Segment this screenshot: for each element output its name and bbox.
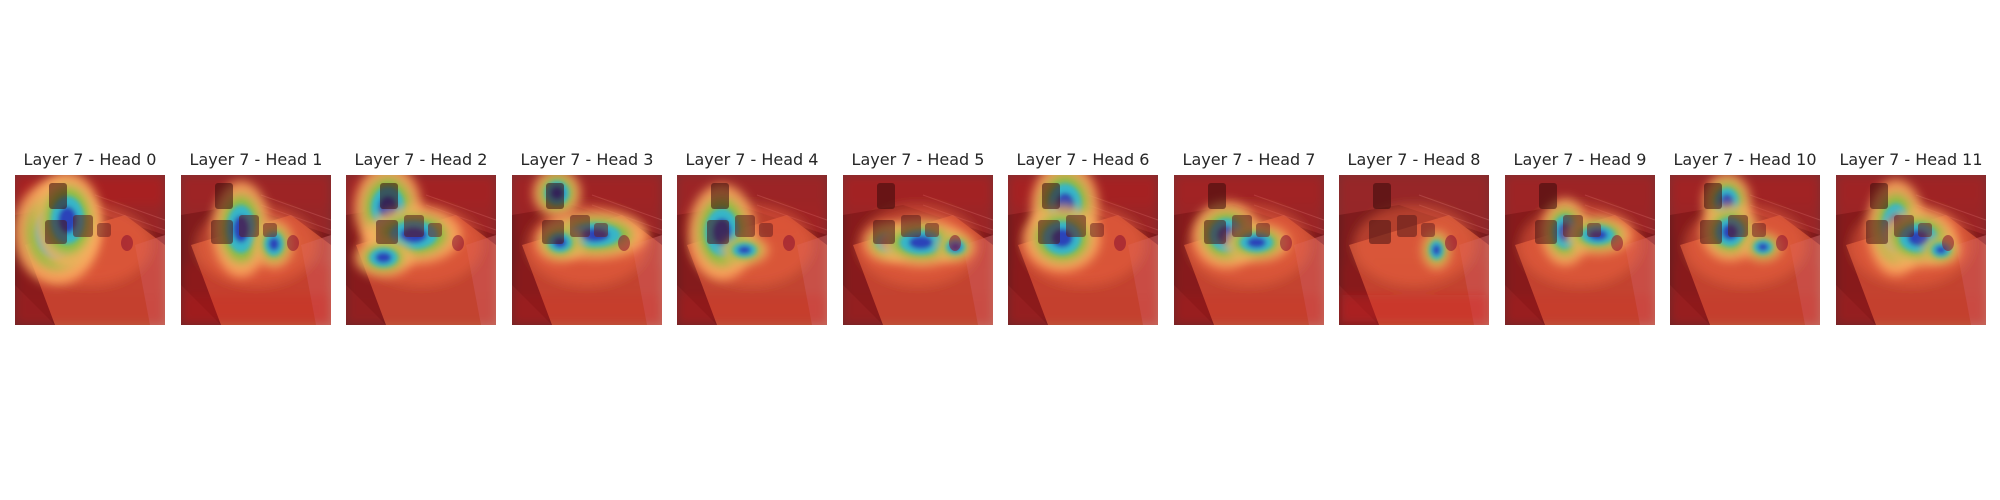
panel-title: Layer 7 - Head 10 (1673, 150, 1817, 169)
panel-title: Layer 7 - Head 4 (685, 150, 819, 169)
scene-objects (1038, 183, 1126, 251)
attention-hotspot (1743, 232, 1783, 262)
attention-hotspot (354, 238, 413, 277)
attention-hotspot (1422, 230, 1451, 270)
attention-heatmap-image (1174, 175, 1324, 325)
attention-heatmap-image (512, 175, 662, 325)
attention-heatmap-image (1836, 175, 1986, 325)
attention-heatmap-image (181, 175, 331, 325)
scene-objects (1866, 183, 1954, 251)
attention-hotspot (1921, 235, 1961, 265)
attention-heatmap-image (843, 175, 993, 325)
scene-objects (1204, 183, 1292, 251)
scene-objects (1700, 183, 1788, 251)
attention-heatmap-image (677, 175, 827, 325)
panel-title: Layer 7 - Head 5 (851, 150, 985, 169)
scene-objects (873, 183, 961, 251)
panel-title: Layer 7 - Head 6 (1016, 150, 1150, 169)
attention-heatmap-image (346, 175, 496, 325)
panel-title: Layer 7 - Head 3 (520, 150, 654, 169)
scene-objects (707, 183, 795, 251)
attention-heatmap-image (1670, 175, 1820, 325)
scene-objects (45, 183, 133, 251)
panel-title: Layer 7 - Head 1 (189, 150, 323, 169)
panel-title: Layer 7 - Head 0 (23, 150, 157, 169)
panel-title: Layer 7 - Head 7 (1182, 150, 1316, 169)
panel-title: Layer 7 - Head 11 (1839, 150, 1983, 169)
attention-heatmap-image (15, 175, 165, 325)
scene-objects (1535, 183, 1623, 251)
scene-objects (1369, 183, 1457, 251)
attention-heatmap-image (1505, 175, 1655, 325)
scene-objects (376, 183, 464, 251)
attention-hotspot (1023, 204, 1101, 272)
scene-objects (542, 183, 630, 251)
panel-title: Layer 7 - Head 2 (354, 150, 488, 169)
attention-hotspot (720, 235, 769, 265)
panel-title: Layer 7 - Head 9 (1513, 150, 1647, 169)
heat-overlay (1339, 175, 1489, 325)
panel-title: Layer 7 - Head 8 (1347, 150, 1481, 169)
scene-objects (211, 183, 299, 251)
attention-heatmap-image (1008, 175, 1158, 325)
attention-heatmap-image (1339, 175, 1489, 325)
